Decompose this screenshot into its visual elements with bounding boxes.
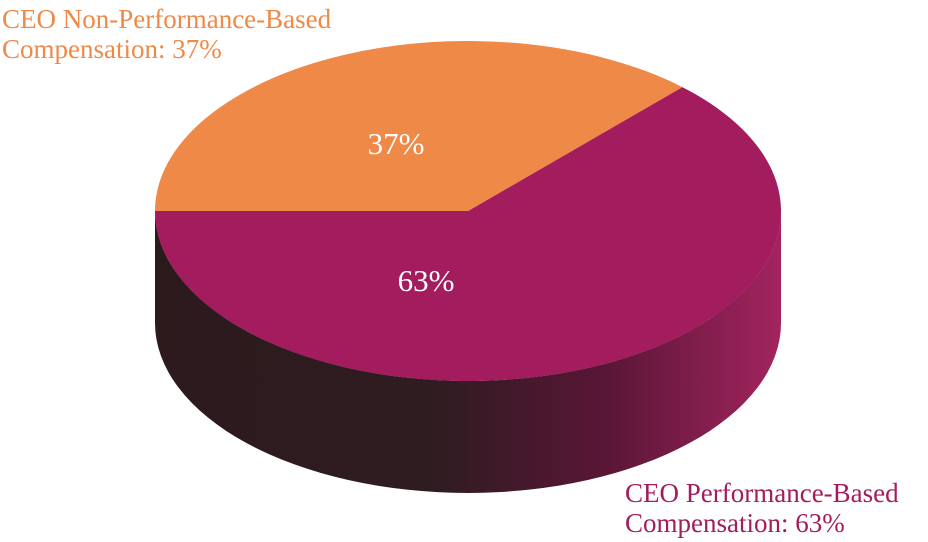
- slice-label-non-performance-based: 37%: [368, 126, 425, 161]
- pie-slice-non-performance-based: [155, 41, 683, 212]
- pie-side-wall: [155, 211, 781, 493]
- slice-label-performance-based: 63%: [398, 263, 455, 298]
- pie-slice-performance-based: [154, 87, 781, 382]
- callout-non-performance-based-line1: CEO Non-Performance-Based: [2, 4, 332, 34]
- callout-performance-based-line1: CEO Performance-Based: [625, 478, 899, 508]
- callout-non-performance-based-line2: Compensation: 37%: [2, 34, 222, 64]
- callout-performance-based-line2: Compensation: 63%: [625, 508, 845, 538]
